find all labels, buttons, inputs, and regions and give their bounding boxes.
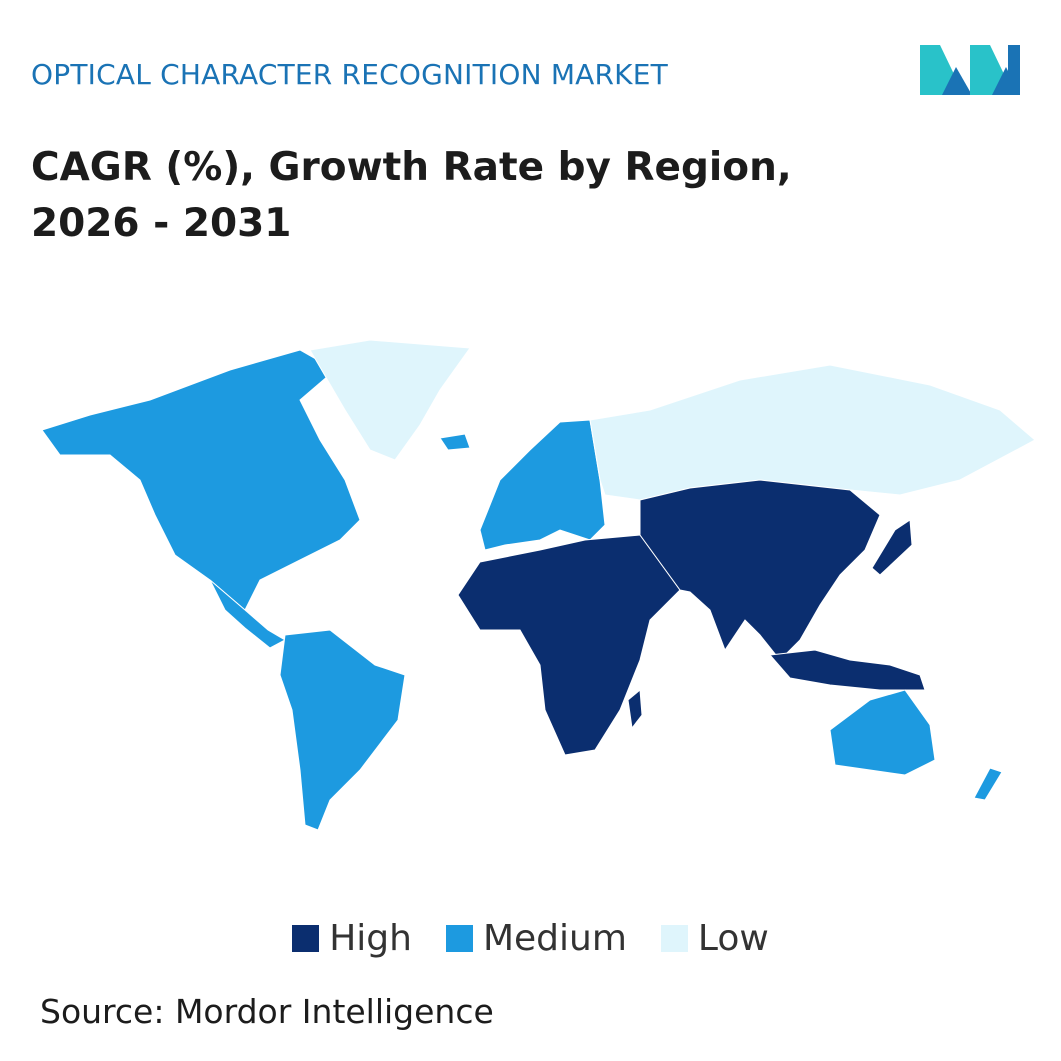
region-se-asia-islands xyxy=(768,649,926,691)
legend-swatch-low xyxy=(660,925,688,952)
logo-bar xyxy=(1008,45,1020,95)
region-north-america xyxy=(41,349,361,611)
region-south-america xyxy=(279,629,406,831)
legend-item-low: Low xyxy=(660,918,769,959)
chart-title: CAGR (%), Growth Rate by Region, 2026 - … xyxy=(31,145,792,246)
region-iceland xyxy=(439,433,471,451)
legend-swatch-medium xyxy=(445,925,473,952)
region-madagascar xyxy=(627,688,643,730)
legend: High Medium Low xyxy=(0,918,1061,959)
legend-item-high: High xyxy=(292,918,412,959)
region-central-america xyxy=(209,579,287,649)
legend-label-high: High xyxy=(329,918,412,959)
world-map xyxy=(41,339,1036,831)
region-japan xyxy=(871,519,913,576)
company-logo xyxy=(920,45,1020,95)
region-australia xyxy=(829,689,936,776)
region-russia xyxy=(589,364,1036,501)
logo-shape-mid xyxy=(942,67,972,95)
region-new-zealand xyxy=(973,767,1003,801)
legend-label-medium: Medium xyxy=(482,918,627,959)
region-europe xyxy=(479,419,606,551)
region-middle-east-africa xyxy=(457,534,681,756)
region-greenland xyxy=(309,339,471,461)
legend-item-medium: Medium xyxy=(445,918,627,959)
legend-label-low: Low xyxy=(697,918,769,959)
source-note: Source: Mordor Intelligence xyxy=(40,992,494,1031)
legend-swatch-high xyxy=(292,925,320,952)
market-title: OPTICAL CHARACTER RECOGNITION MARKET xyxy=(31,58,668,91)
region-asia xyxy=(639,479,881,661)
